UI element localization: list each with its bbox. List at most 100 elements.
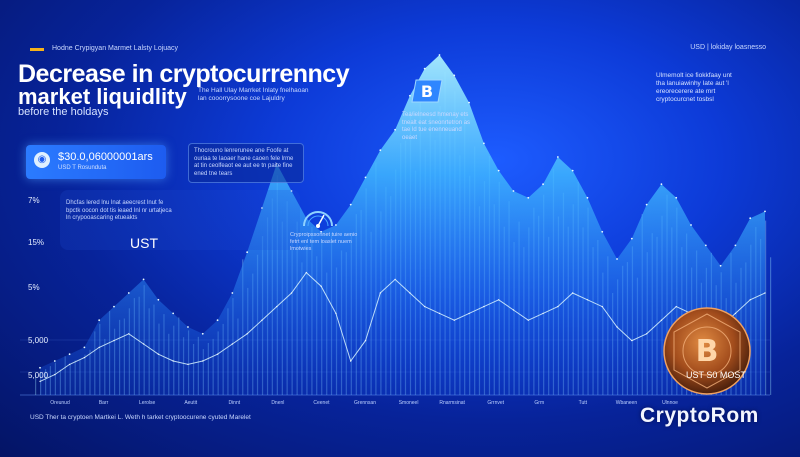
header-kicker: Hodne Crypigyan Marmet Lalsty Lojuacy bbox=[52, 45, 179, 52]
series-1-point bbox=[571, 169, 574, 172]
series-2-point bbox=[216, 353, 219, 355]
series-1-point bbox=[586, 196, 589, 199]
x-tick-label: Dnenl bbox=[271, 400, 284, 406]
series-2-point bbox=[246, 333, 248, 335]
x-tick-label: Lerolse bbox=[139, 400, 156, 406]
series-2-point bbox=[616, 326, 618, 328]
series-2-point bbox=[734, 312, 737, 315]
x-tick-label: Grm bbox=[534, 400, 544, 406]
series-1-point bbox=[764, 210, 766, 213]
series-1-point bbox=[349, 203, 352, 206]
series-2-point bbox=[660, 319, 663, 321]
series-2-point bbox=[749, 299, 751, 301]
series-2-point bbox=[128, 333, 130, 335]
series-1-area bbox=[40, 55, 765, 395]
series-2-point bbox=[364, 339, 367, 342]
series-1-point bbox=[83, 346, 86, 349]
x-tick-label: Oreunud bbox=[50, 400, 70, 406]
series-1-point bbox=[157, 298, 160, 301]
series-2-point bbox=[113, 339, 115, 342]
series-2-point bbox=[586, 299, 589, 301]
note-card bbox=[188, 143, 304, 183]
x-tick-label: Grrnvet bbox=[487, 400, 504, 406]
series-2-point bbox=[423, 305, 426, 308]
bitcoin-tag-text: Tea/ielneesd hmenay ets tnealt eat sneon… bbox=[402, 112, 471, 141]
series-2-point bbox=[335, 312, 337, 315]
series-2-point bbox=[172, 360, 174, 362]
left-panel-text: Dhcfas lered lnu lnat aeecrest lnut fe b… bbox=[66, 200, 172, 221]
series-2-point bbox=[54, 373, 56, 376]
bitcoin-icon: B bbox=[411, 79, 443, 103]
series-2-point bbox=[39, 380, 41, 383]
title-side-note: The Hall Ulay Marrket Inlaty fnelhaoan l… bbox=[198, 87, 309, 102]
series-2-point bbox=[261, 319, 263, 321]
series-1-point bbox=[645, 203, 648, 206]
series-1-point bbox=[113, 305, 115, 308]
y-tick-label: 5,000 bbox=[28, 336, 49, 345]
series-1-point bbox=[335, 224, 337, 226]
series-2-point bbox=[497, 299, 500, 301]
series-1-point bbox=[438, 54, 441, 56]
series-1-point bbox=[749, 217, 752, 220]
series-2-point bbox=[202, 360, 204, 362]
x-tick-label: Tutt bbox=[579, 400, 588, 406]
series-1-point bbox=[53, 360, 56, 362]
series-2-point bbox=[571, 292, 574, 294]
x-tick-label: Grennsan bbox=[354, 400, 376, 406]
series-1-point bbox=[127, 292, 130, 294]
note-card-text: Thocrouno lenrerunee ane Foofe at ouriaa… bbox=[194, 148, 294, 177]
series-1-point bbox=[423, 67, 426, 70]
series-1-point bbox=[68, 353, 71, 356]
header-right-label: USD | lokiday loasnesso bbox=[690, 44, 766, 51]
series-1-point bbox=[290, 190, 293, 192]
series-1-point bbox=[408, 94, 411, 97]
brand-logo-text: CryptoRom bbox=[640, 404, 759, 427]
svg-text:B: B bbox=[421, 82, 433, 101]
volume-bar bbox=[770, 257, 772, 395]
series-1-point bbox=[482, 142, 485, 145]
bitcoin-coin-icon: B bbox=[663, 307, 751, 395]
ust-label: UST bbox=[130, 235, 158, 251]
series-1-point bbox=[246, 251, 249, 254]
series-2-point bbox=[350, 360, 352, 362]
y-tick-label: 5,000 bbox=[28, 371, 49, 380]
series-2-point bbox=[409, 292, 411, 294]
series-2-point bbox=[320, 285, 322, 287]
series-2-point bbox=[394, 278, 396, 281]
series-2-point bbox=[453, 319, 455, 321]
x-tick-label: Ceenet bbox=[313, 400, 330, 406]
series-2-point bbox=[187, 363, 189, 366]
left-panel bbox=[60, 190, 300, 250]
series-2-point bbox=[379, 292, 382, 294]
series-1-point bbox=[497, 169, 500, 172]
series-2-point bbox=[468, 312, 470, 315]
page-title-line-2: market liquidlity bbox=[18, 84, 187, 109]
series-2-point bbox=[557, 305, 559, 308]
series-2-point bbox=[601, 305, 603, 308]
series-1-point bbox=[616, 258, 618, 260]
x-tick-label: Wbaneen bbox=[616, 400, 638, 406]
ust-bottom-label: UST S0 MOST bbox=[686, 370, 746, 380]
series-1-point bbox=[675, 196, 678, 199]
series-2-line bbox=[39, 271, 766, 382]
series-1-point bbox=[98, 319, 101, 322]
series-1-point bbox=[39, 366, 41, 369]
series-1-point bbox=[261, 207, 263, 209]
series-1-point bbox=[216, 319, 219, 322]
series-2-point bbox=[512, 309, 515, 311]
x-tick-label: Barr bbox=[99, 400, 109, 406]
series-2-point bbox=[483, 305, 485, 308]
series-1-point bbox=[142, 278, 145, 281]
series-2-point bbox=[276, 305, 278, 308]
right-note: Ulmemolt ice fiokkfaay unt tha lanuiawin… bbox=[656, 72, 732, 103]
series-1-point bbox=[453, 74, 456, 77]
series-1-point bbox=[231, 292, 234, 294]
series-1-point bbox=[187, 326, 189, 328]
series-1-point bbox=[527, 196, 530, 199]
volume-bar bbox=[35, 374, 37, 395]
series-1-point bbox=[601, 230, 604, 233]
series-2-point bbox=[98, 346, 100, 349]
wallet-icon: ◉ bbox=[34, 152, 50, 168]
value-card-amount: $30.0,06000001ars bbox=[58, 151, 153, 163]
series-2-point bbox=[542, 312, 544, 315]
